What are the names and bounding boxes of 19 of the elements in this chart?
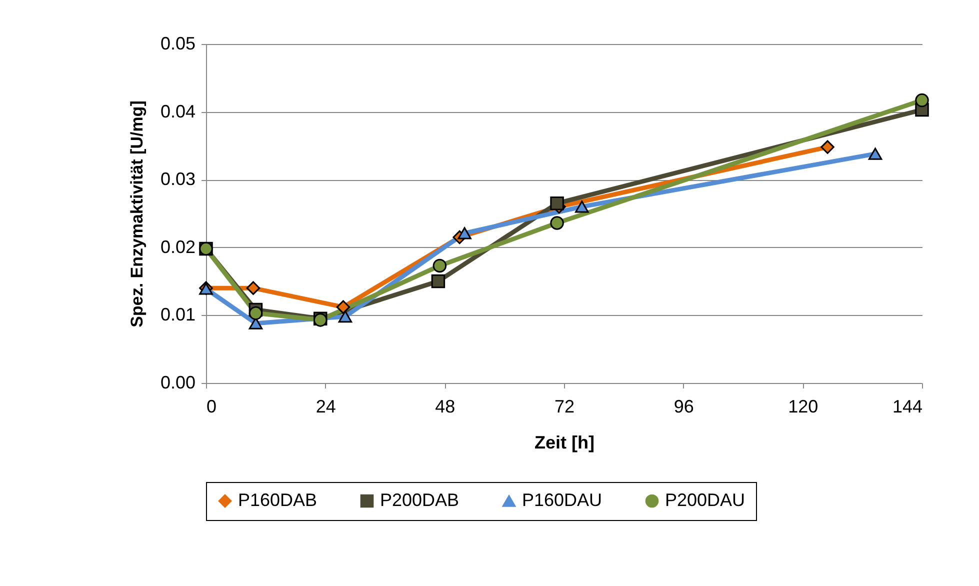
- x-tick-label: 48: [435, 396, 456, 416]
- y-tick-label: 0.01: [160, 304, 196, 325]
- x-tick-label: 120: [788, 396, 818, 416]
- x-axis-title: Zeit [h]: [534, 432, 594, 452]
- legend-label: P160DAU: [522, 490, 602, 510]
- x-tick-label: 0: [206, 396, 217, 416]
- legend-label: P160DAB: [238, 490, 318, 510]
- x-tick-label: 72: [554, 396, 575, 416]
- y-tick-label: 0.05: [160, 34, 196, 54]
- x-tick-label: 144: [892, 396, 922, 416]
- y-tick-label: 0.02: [160, 236, 196, 257]
- legend-label: P200DAU: [665, 490, 746, 510]
- legend-label: P200DAB: [380, 490, 460, 510]
- x-tick-label: 24: [316, 396, 336, 416]
- y-axis-title: Spez. Enzymaktivität [U/mg]: [127, 100, 146, 328]
- y-tick-label: 0.03: [160, 169, 196, 190]
- y-tick-label: 0.00: [160, 372, 196, 392]
- y-tick-label: 0.04: [160, 101, 196, 122]
- x-tick-label: 96: [674, 396, 694, 416]
